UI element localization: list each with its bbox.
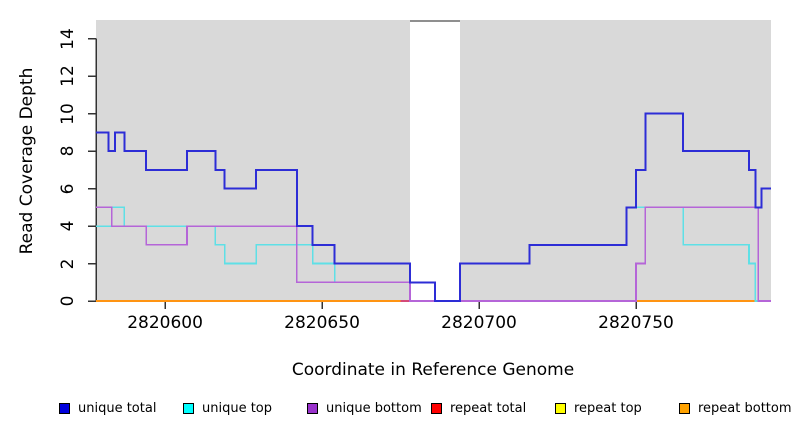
legend-swatch-icon [307,402,318,414]
legend-swatch-icon [431,402,442,414]
y-tick-label: 12 [58,65,78,88]
y-axis-title: Read Coverage Depth [17,67,37,255]
series-line-unique-top [96,206,771,302]
legend-item-unique-bottom: unique bottom [307,398,422,418]
series-line-unique-bottom [96,206,771,302]
y-tick-label: 0 [58,295,78,307]
y-tick-label: 2 [58,258,78,269]
y-tick-label: 6 [58,183,78,195]
legend-label: repeat top [574,400,642,416]
legend-swatch-icon [555,402,566,414]
legend-swatch-icon [183,402,194,414]
legend-swatch-icon [679,402,690,414]
legend-label: unique bottom [326,400,422,416]
y-tick-label: 8 [58,145,78,157]
masked-region-band [409,20,461,301]
legend-item-repeat-top: repeat top [555,398,642,418]
x-tick-label: 2820750 [598,313,674,333]
y-tick-label: 4 [58,220,78,232]
legend-label: unique top [202,400,273,416]
x-tick-label: 2820650 [284,313,360,333]
legend-label: repeat total [450,400,527,416]
series-line-unique-total [96,112,771,302]
x-tick-label: 2820600 [127,313,203,333]
legend: unique total unique top unique bottom repea… [0,398,792,422]
legend-label: unique total [78,400,157,416]
legend-item-repeat-bottom: repeat bottom [679,398,792,418]
x-tick-label: 2820700 [441,313,517,333]
legend-label: repeat bottom [698,400,792,416]
legend-item-unique-top: unique top [183,398,272,418]
legend-swatch-icon [59,402,70,414]
x-axis-title: Coordinate in Reference Genome [291,360,575,380]
y-tick-label: 14 [58,27,78,50]
y-tick-label: 10 [58,102,78,125]
legend-item-repeat-total: repeat total [431,398,526,418]
legend-item-unique-total: unique total [59,398,156,418]
